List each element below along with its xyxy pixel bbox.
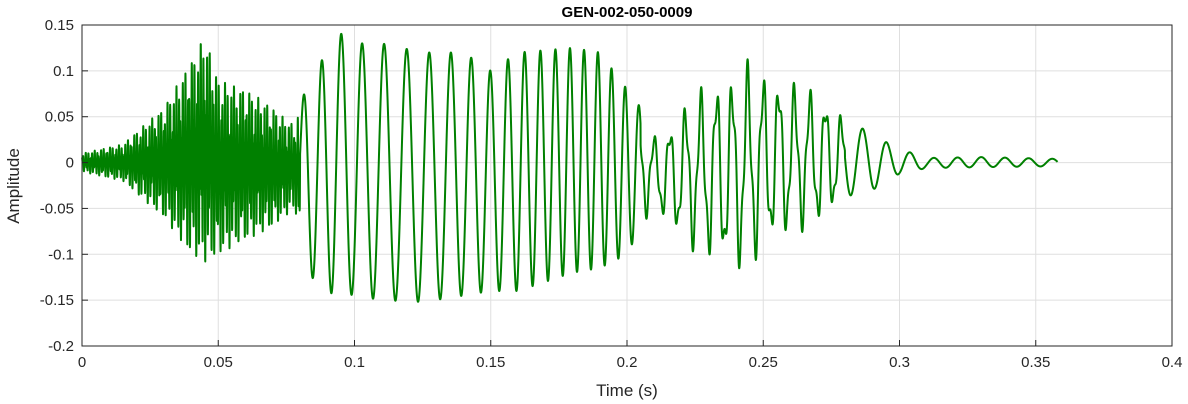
x-tick-label: 0.4	[1162, 354, 1183, 371]
y-tick-label: -0.15	[40, 292, 74, 309]
x-axis-ticks: 0 0.05 0.1 0.15 0.2 0.25 0.3 0.35 0.4	[78, 340, 1183, 371]
x-tick-label: 0.2	[617, 354, 638, 371]
x-tick-label: 0.15	[476, 354, 505, 371]
x-axis-label: Time (s)	[596, 381, 658, 400]
x-tick-label: 0.05	[204, 354, 233, 371]
y-tick-label: -0.05	[40, 200, 74, 217]
y-axis-label: Amplitude	[4, 148, 23, 224]
x-tick-label: 0.3	[889, 354, 910, 371]
chart-title: GEN-002-050-0009	[562, 4, 693, 21]
waveform-line	[81, 32, 1059, 303]
y-tick-label: 0	[66, 155, 74, 172]
x-tick-label: 0.25	[749, 354, 778, 371]
y-axis-ticks: -0.2 -0.15 -0.1 -0.05 0 0.05 0.1 0.15	[40, 17, 88, 355]
x-tick-label: 0	[78, 354, 86, 371]
x-tick-label: 0.1	[344, 354, 365, 371]
y-tick-label: 0.05	[45, 109, 74, 126]
x-tick-label: 0.35	[1021, 354, 1050, 371]
waveform-series	[81, 32, 1059, 303]
y-tick-label: 0.15	[45, 17, 74, 34]
y-tick-label: -0.1	[48, 246, 74, 263]
y-tick-label: 0.1	[53, 63, 74, 80]
y-tick-label: -0.2	[48, 338, 74, 355]
